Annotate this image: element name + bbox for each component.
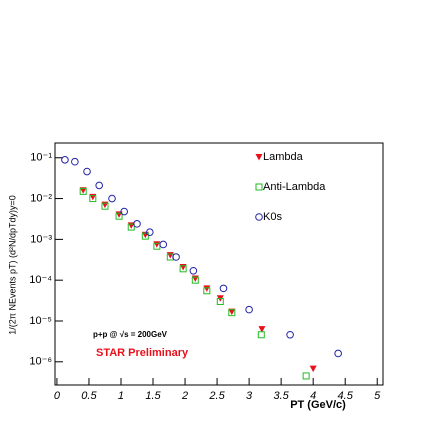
point [172,253,180,261]
plot-frame [54,142,384,386]
legend-marker [255,213,263,221]
x-tick-label: 4 [310,390,316,402]
point [79,187,87,195]
point [245,305,253,314]
point [228,309,236,317]
y-tick-label: 10⁻² [30,192,52,204]
x-tick-label: 5 [374,390,381,402]
x-tick-label: 0 [54,390,61,402]
point [153,241,161,248]
point [101,202,109,210]
point [309,365,317,373]
point [191,276,199,284]
point [120,207,128,216]
point [179,264,187,271]
point [83,167,91,176]
point [115,211,123,218]
x-axis-label: PT (GeV/c) [290,399,346,411]
annotation: p+p @ √s = 200GeV [93,330,168,339]
point [189,266,198,275]
annotation: STAR Preliminary [96,347,189,359]
point [89,193,97,201]
legend-marker [255,183,263,191]
point [89,195,97,203]
point [302,372,310,380]
y-tick-label: 10⁻⁵ [29,315,52,327]
y-tick-label: 10⁻³ [30,233,52,245]
point [258,326,266,333]
point [61,156,69,164]
point [159,240,168,249]
point [219,284,228,293]
x-tick-label: 2 [181,390,188,402]
point [216,298,224,306]
point [286,330,294,339]
x-tick-label: 4.5 [338,390,354,402]
y-tick-label: 10⁻⁴ [29,274,52,286]
y-tick-label: 10⁻⁶ [29,356,52,368]
x-tick-label: 3.5 [273,390,289,402]
point [95,181,104,190]
point [146,228,154,236]
point [108,194,116,203]
point [334,349,342,358]
y-tick-label: 10⁻¹ [30,152,52,164]
point [179,265,187,273]
point [166,253,174,261]
legend-label: Lambda [263,151,304,163]
point [71,157,79,166]
point [133,220,141,228]
point [115,212,123,220]
x-tick-label: 0.5 [81,390,97,402]
x-tick-label: 1 [118,390,124,402]
point [153,242,161,250]
point [127,223,135,231]
legend-marker [255,154,263,161]
point [203,285,211,292]
x-tick-label: 3 [246,390,253,402]
point [257,331,265,339]
x-tick-label: 2.5 [208,390,225,402]
point [228,308,236,316]
legend-label: Anti-Lambda [263,181,326,193]
point [101,201,109,209]
legend-label: K0s [263,211,282,223]
point [191,275,199,282]
point [203,287,211,295]
y-axis-label: 1/(2π NEvents pT) (d²N/dpTdy)y=0 [7,195,17,335]
x-tick-label: 1.5 [145,390,161,402]
point [141,232,149,240]
